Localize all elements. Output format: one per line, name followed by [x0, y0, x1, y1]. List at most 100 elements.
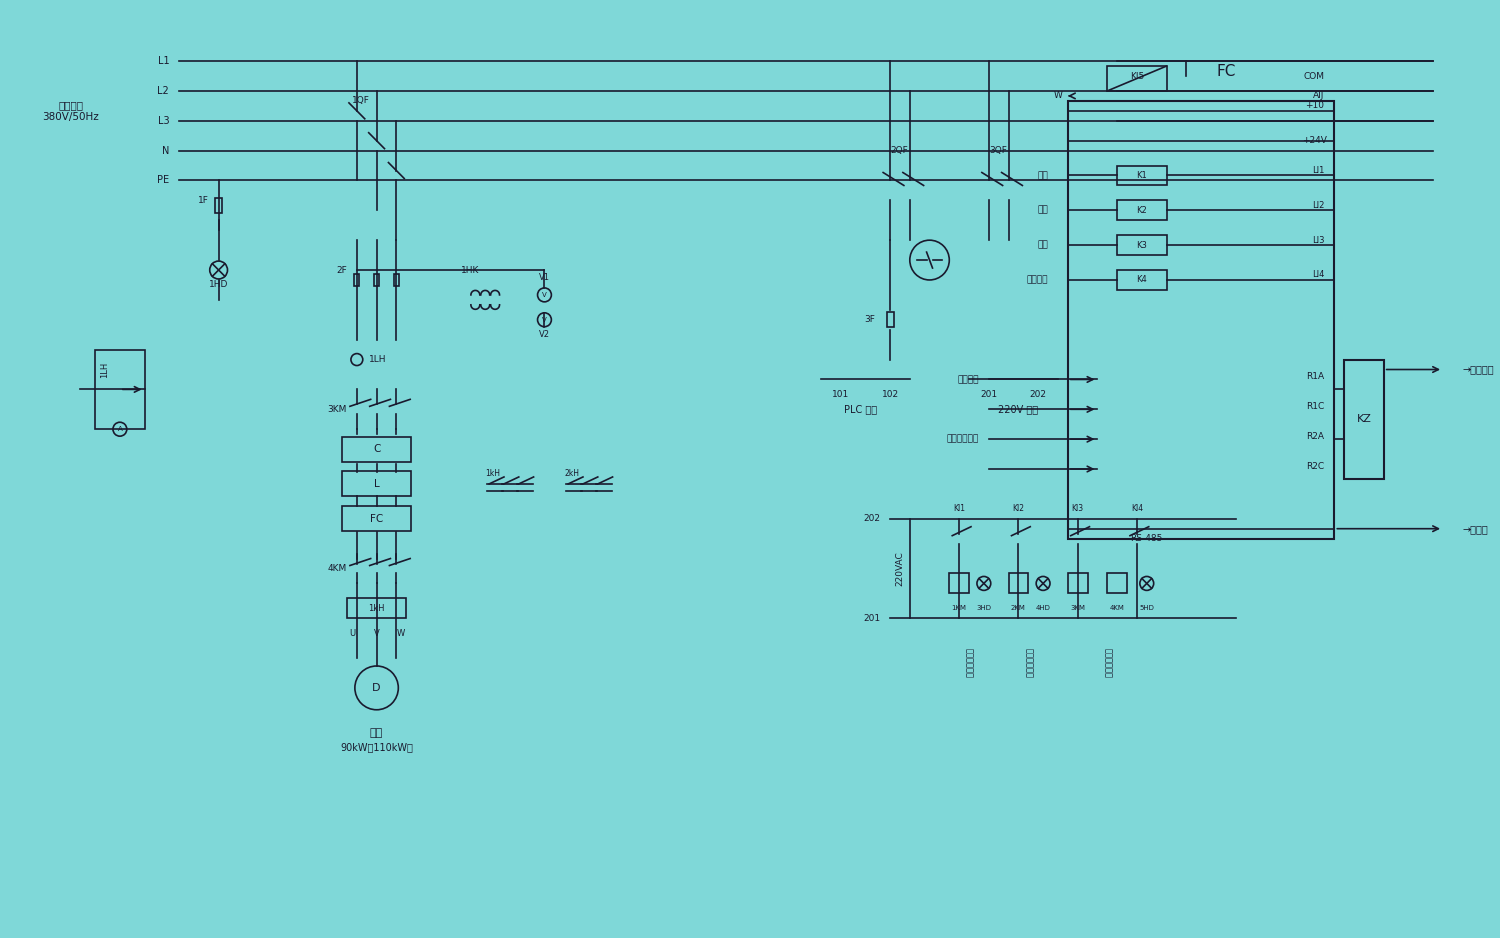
Text: 4HD: 4HD [1035, 605, 1050, 612]
Text: V: V [542, 292, 548, 298]
Bar [94, 350, 144, 430]
Text: L: L [374, 479, 380, 489]
Text: 4KM: 4KM [1110, 605, 1125, 612]
Text: FC: FC [370, 514, 382, 523]
Text: →显示屏: →显示屏 [1462, 523, 1488, 534]
Text: 带输出接触器: 带输出接触器 [946, 434, 980, 444]
Text: 风机变频运行: 风机变频运行 [1102, 648, 1112, 678]
Text: 1kH: 1kH [369, 604, 386, 613]
Text: D: D [372, 683, 381, 693]
Text: 3F: 3F [864, 315, 874, 325]
Text: 1kH: 1kH [484, 470, 500, 478]
Text: K3: K3 [1137, 241, 1148, 250]
Bar [950, 573, 969, 594]
Text: 201: 201 [980, 390, 998, 399]
Text: A: A [117, 426, 123, 432]
Text: R1A: R1A [1306, 372, 1324, 381]
Text: U: U [350, 628, 355, 638]
Text: K2: K2 [1137, 205, 1148, 215]
Text: PE: PE [158, 175, 170, 186]
Text: 4KM: 4KM [327, 564, 346, 573]
Text: +10: +10 [1305, 101, 1324, 111]
Text: 风机: 风机 [370, 728, 382, 737]
Text: 报警输出: 报警输出 [957, 375, 980, 384]
Text: RS-485: RS-485 [1131, 534, 1162, 543]
Text: →车站主机: →车站主机 [1462, 365, 1494, 374]
Text: KI3: KI3 [1071, 505, 1083, 513]
Text: KI5: KI5 [1130, 71, 1144, 81]
Text: 101: 101 [833, 390, 849, 399]
Bar [1118, 235, 1167, 255]
Bar [1118, 165, 1167, 186]
Text: V1: V1 [538, 274, 550, 282]
Text: K1: K1 [1137, 171, 1148, 180]
Bar [1068, 101, 1335, 538]
Text: 2QF: 2QF [890, 146, 908, 155]
Text: 1F: 1F [198, 196, 208, 204]
Text: V2: V2 [538, 330, 550, 340]
Text: COM: COM [1304, 71, 1324, 81]
Text: 90kW（110kW）: 90kW（110kW） [340, 743, 412, 752]
Bar [1107, 66, 1167, 91]
Text: 220V 供电: 220V 供电 [999, 404, 1038, 415]
Text: 1LH: 1LH [369, 356, 386, 364]
Bar [374, 274, 380, 286]
Bar [1344, 359, 1383, 479]
Text: 102: 102 [882, 390, 898, 399]
Text: LI1: LI1 [1312, 166, 1324, 175]
Text: L2: L2 [158, 86, 170, 96]
Text: R2C: R2C [1306, 461, 1324, 471]
Text: W: W [1053, 91, 1062, 100]
Bar [886, 312, 894, 327]
Text: 3KM: 3KM [1070, 605, 1084, 612]
Text: PLC 供电: PLC 供电 [844, 404, 877, 415]
Text: 给定切换: 给定切换 [1026, 276, 1048, 284]
Text: 风机工频正向: 风机工频正向 [964, 648, 974, 678]
Text: 1LH: 1LH [100, 361, 109, 378]
Text: 2KM: 2KM [1011, 605, 1026, 612]
Bar [342, 472, 411, 496]
Text: 2kH: 2kH [564, 470, 579, 478]
Text: FC: FC [1216, 64, 1236, 79]
Text: AIJ: AIJ [1312, 91, 1324, 100]
Text: KI2: KI2 [1013, 505, 1025, 513]
Bar [1118, 270, 1167, 290]
Text: K4: K4 [1137, 276, 1148, 284]
Text: 202: 202 [1029, 390, 1047, 399]
Text: 5HD: 5HD [1140, 605, 1154, 612]
Text: KI1: KI1 [952, 505, 964, 513]
Text: R1C: R1C [1306, 401, 1324, 411]
Text: R2A: R2A [1306, 431, 1324, 441]
Text: LI4: LI4 [1312, 270, 1324, 280]
Bar [342, 437, 411, 461]
Text: 2F: 2F [336, 265, 346, 275]
Text: 1QF: 1QF [352, 97, 370, 105]
Text: KZ: KZ [1356, 415, 1371, 424]
Text: 3QF: 3QF [988, 146, 1006, 155]
Text: 220VAC: 220VAC [896, 552, 904, 586]
Text: +24V: +24V [1302, 136, 1328, 145]
Text: 1HK: 1HK [460, 265, 480, 275]
Text: 风机工频正向: 风机工频正向 [1024, 648, 1033, 678]
Text: L3: L3 [158, 115, 170, 126]
Text: LI2: LI2 [1312, 201, 1324, 210]
Text: 动力电源
380V/50Hz: 动力电源 380V/50Hz [42, 100, 99, 122]
Text: KI4: KI4 [1131, 505, 1143, 513]
Text: L1: L1 [158, 56, 170, 66]
Text: 3HD: 3HD [976, 605, 992, 612]
Bar [346, 598, 406, 618]
Text: 1KM: 1KM [951, 605, 966, 612]
Text: LI3: LI3 [1312, 235, 1324, 245]
Bar [1118, 201, 1167, 220]
Bar [1008, 573, 1029, 594]
Text: 反转: 反转 [1038, 205, 1048, 215]
Bar [214, 198, 222, 213]
Text: V: V [374, 628, 380, 638]
Text: 201: 201 [862, 613, 880, 623]
Text: 3KM: 3KM [327, 405, 346, 414]
Text: 1HD: 1HD [209, 280, 228, 290]
Text: V: V [542, 317, 548, 323]
Bar [354, 274, 360, 286]
Text: W: W [398, 628, 405, 638]
Bar [342, 507, 411, 531]
